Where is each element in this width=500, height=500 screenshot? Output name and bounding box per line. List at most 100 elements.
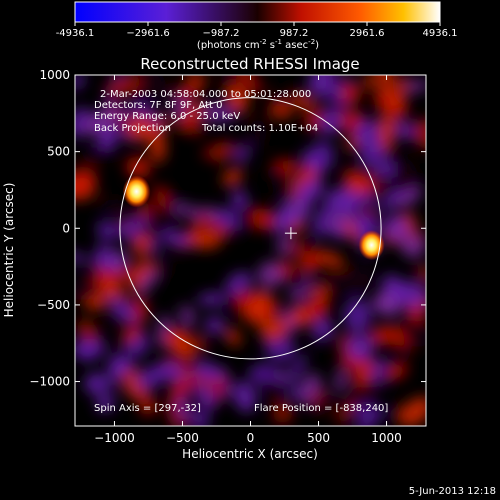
heatmap-texture bbox=[277, 88, 300, 109]
heatmap-texture bbox=[393, 345, 414, 360]
heatmap-texture bbox=[177, 394, 189, 422]
heatmap-texture bbox=[299, 250, 322, 274]
heatmap-texture bbox=[100, 197, 127, 211]
heatmap-texture bbox=[83, 341, 97, 363]
heatmap-texture bbox=[116, 105, 130, 117]
heatmap-texture bbox=[159, 362, 185, 382]
heatmap-texture bbox=[290, 221, 304, 236]
heatmap-texture bbox=[337, 397, 356, 425]
heatmap-texture bbox=[312, 318, 334, 341]
heatmap-texture bbox=[225, 85, 248, 114]
heatmap-texture bbox=[190, 410, 210, 426]
heatmap-texture bbox=[315, 393, 334, 415]
energy-range-text: Energy Range: 6.0 - 25.0 keV bbox=[94, 111, 240, 122]
heatmap-texture bbox=[382, 214, 409, 242]
heatmap-texture bbox=[209, 141, 234, 162]
x-axis-ticks: −1000 −500 0 500 1000 bbox=[94, 75, 402, 445]
bright-source bbox=[358, 230, 385, 261]
heatmap-texture bbox=[395, 187, 423, 208]
heatmap-texture bbox=[249, 117, 267, 148]
heatmap-texture bbox=[138, 267, 157, 295]
heatmap-texture bbox=[203, 102, 224, 123]
heatmap-texture bbox=[190, 212, 212, 235]
heatmap-texture bbox=[289, 241, 304, 255]
heatmap-texture bbox=[110, 268, 140, 281]
heatmap-texture bbox=[205, 316, 224, 335]
heatmap-texture bbox=[105, 75, 142, 97]
heatmap-texture bbox=[287, 354, 307, 385]
heatmap-texture bbox=[207, 221, 232, 238]
heatmap-texture bbox=[97, 126, 118, 151]
footer-timestamp: 5-Jun-2013 12:18 bbox=[409, 486, 496, 497]
heatmap-texture bbox=[298, 180, 308, 219]
spin-axis-marker bbox=[284, 227, 297, 240]
colorbar-ticks: -4936.1 −2961.6 −987.2 987.2 2961.6 4936.1 bbox=[56, 22, 458, 39]
y-axis-label: Heliocentric Y (arcsec) bbox=[2, 183, 16, 318]
heatmap-texture bbox=[393, 281, 426, 309]
heatmap-texture bbox=[220, 290, 242, 316]
heatmap-texture bbox=[126, 115, 154, 142]
heatmap-texture bbox=[96, 394, 115, 412]
heatmap-texture bbox=[121, 324, 141, 344]
heatmap-texture bbox=[308, 75, 333, 97]
heatmap-texture bbox=[287, 386, 301, 400]
heatmap-texture bbox=[109, 296, 138, 324]
time-range-text: 2-Mar-2003 04:58:04.000 to 05:01:28.000 bbox=[100, 89, 311, 100]
heatmap-texture bbox=[137, 225, 159, 237]
heatmap-texture bbox=[353, 118, 381, 146]
heatmap-texture bbox=[251, 207, 275, 231]
heatmap-texture bbox=[362, 75, 378, 89]
heatmap-texture bbox=[341, 267, 373, 294]
heatmap-texture bbox=[219, 106, 236, 122]
heatmap-texture bbox=[222, 168, 243, 186]
chart-title: Reconstructed RHESSI Image bbox=[140, 55, 359, 73]
detectors-text: Detectors: 7F 8F 9F, Att 0 bbox=[94, 100, 222, 111]
heatmap-texture bbox=[351, 377, 379, 409]
heatmap-texture bbox=[390, 77, 409, 111]
heatmap-texture bbox=[257, 261, 283, 288]
heatmap-texture bbox=[318, 98, 341, 112]
y-tick-label: 1000 bbox=[39, 68, 70, 82]
heatmap-texture bbox=[335, 367, 347, 394]
heatmap-texture bbox=[325, 187, 359, 214]
heatmap-texture bbox=[348, 178, 364, 194]
heatmap-texture bbox=[160, 231, 195, 247]
heatmap-texture bbox=[416, 264, 426, 284]
heatmap-texture bbox=[185, 75, 207, 85]
colorbar-unit-label: (photons cm-2 s-1 asec-2) bbox=[197, 38, 319, 51]
heatmap-texture bbox=[172, 204, 197, 215]
colorbar-tick-label: −987.2 bbox=[202, 28, 239, 39]
heatmap-texture bbox=[265, 164, 285, 182]
heatmap-texture bbox=[377, 291, 401, 316]
heatmap-texture bbox=[217, 208, 242, 232]
heatmap-texture bbox=[276, 236, 292, 256]
heatmap-texture bbox=[236, 75, 255, 88]
heatmap-texture bbox=[294, 93, 315, 111]
colorbar-tick-label: 4936.1 bbox=[423, 28, 458, 39]
heatmap-texture bbox=[315, 250, 345, 269]
y-tick-label: 0 bbox=[62, 221, 70, 235]
heatmap-texture bbox=[259, 316, 289, 341]
y-axis-ticks: 1000 500 0 −500 −1000 bbox=[29, 68, 426, 389]
heatmap-texture bbox=[93, 102, 113, 133]
heatmap-texture bbox=[319, 110, 342, 135]
heatmap-texture bbox=[140, 398, 157, 416]
heatmap-texture bbox=[188, 230, 223, 249]
y-tick-label: 500 bbox=[47, 145, 70, 159]
colorbar: -4936.1 −2961.6 −987.2 987.2 2961.6 4936.1 (p… bbox=[56, 1, 458, 51]
heatmap-texture bbox=[249, 81, 265, 91]
x-tick-label: 1000 bbox=[371, 431, 402, 445]
heatmap-texture bbox=[343, 298, 372, 333]
heatmap-texture bbox=[382, 170, 414, 195]
x-tick-label: −500 bbox=[166, 431, 199, 445]
x-tick-label: 500 bbox=[307, 431, 330, 445]
solar-limb-circle bbox=[119, 97, 382, 360]
heatmap-texture bbox=[149, 125, 166, 164]
spin-axis-text: Spin Axis = [297,-32] bbox=[94, 403, 201, 414]
colorbar-tick-label: 2961.6 bbox=[349, 28, 384, 39]
heatmap-texture bbox=[376, 75, 393, 97]
y-tick-label: −1000 bbox=[29, 375, 70, 389]
heatmap-texture bbox=[97, 219, 118, 242]
heatmap-texture bbox=[179, 305, 196, 326]
